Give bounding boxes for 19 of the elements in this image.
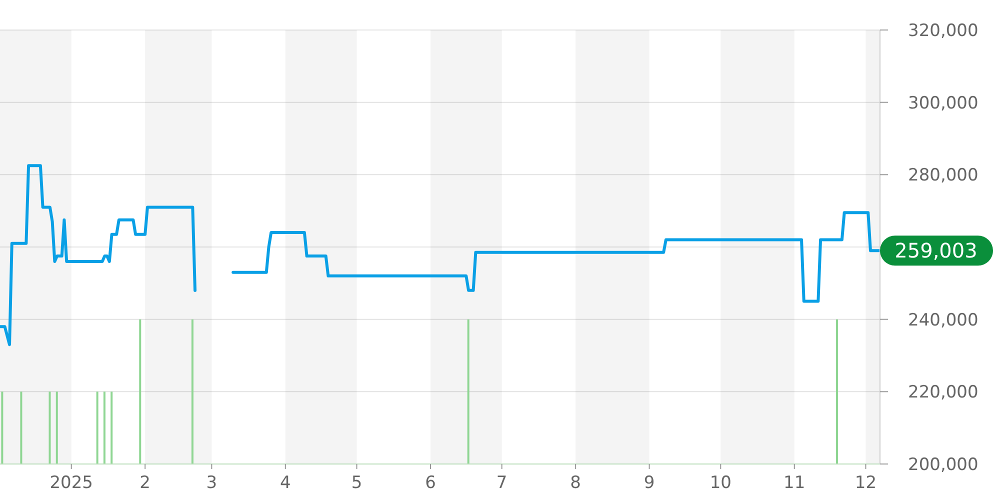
x-tick-label: 6: [425, 473, 436, 494]
x-tick-label: 10: [710, 473, 732, 494]
x-tick-label: 4: [280, 473, 291, 494]
y-tick-label: 300,000: [908, 93, 978, 114]
x-tick-label: 12: [854, 473, 877, 494]
x-tick-label: 8: [570, 473, 581, 494]
x-tick-label: 2025: [50, 473, 93, 494]
x-tick-label: 2: [140, 473, 150, 494]
y-tick-label: 200,000: [908, 455, 978, 476]
y-tick-label: 280,000: [908, 166, 978, 186]
x-tick-label: 3: [206, 473, 218, 494]
y-tick-label: 320,000: [908, 21, 978, 42]
x-tick-label: 9: [644, 473, 655, 494]
y-tick-label: 220,000: [908, 382, 978, 403]
x-tick-label: 7: [496, 473, 508, 494]
y-tick-label: 240,000: [908, 310, 978, 330]
annotation: 259,003: [894, 238, 978, 263]
x-tick-label: 11: [784, 473, 806, 494]
x-tick-label: 5: [351, 473, 362, 494]
